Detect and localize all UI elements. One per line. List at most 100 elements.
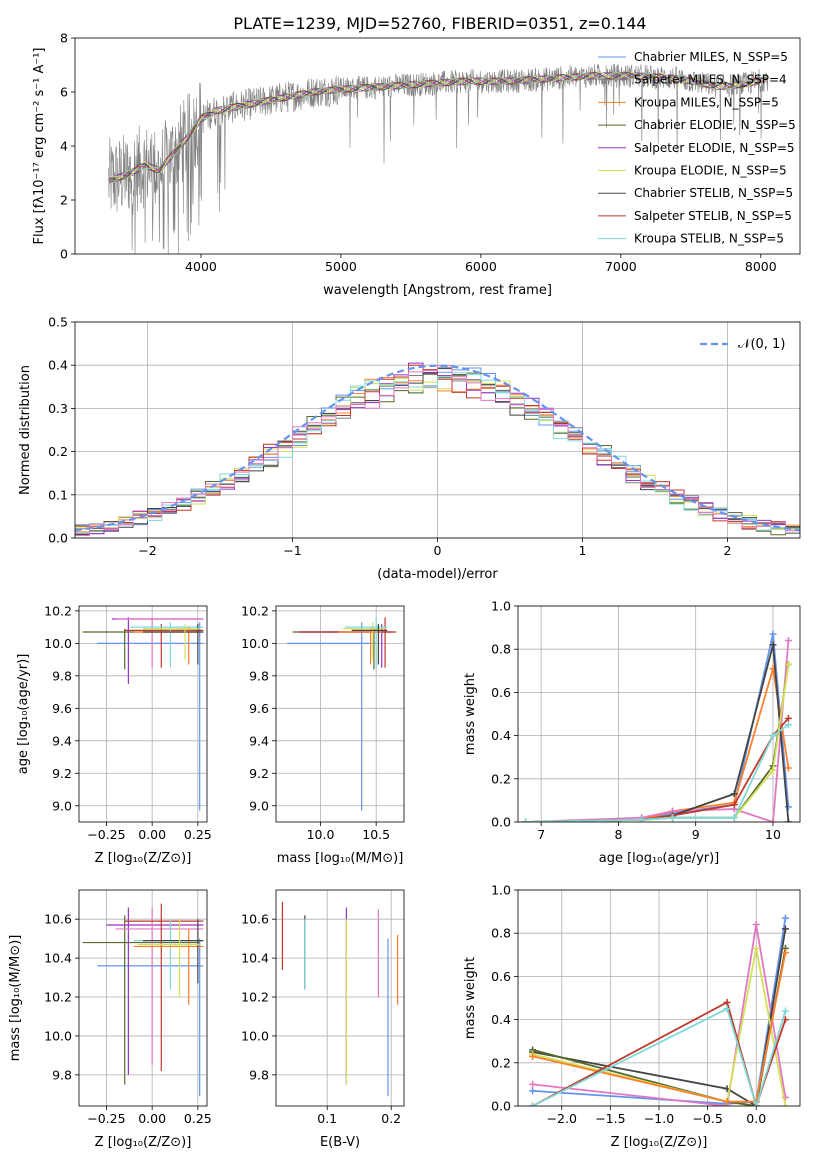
x-tick-label: 5000: [325, 259, 357, 274]
mass-weight-line: [532, 1000, 787, 1106]
mass-weight-marker: [529, 1080, 537, 1088]
error-bar-point: [292, 628, 390, 670]
mass-weight-marker: [638, 816, 646, 822]
error-bar-point: [287, 622, 377, 811]
legend-label: 𝒩(0, 1): [738, 337, 785, 352]
mass-weight-marker: [752, 921, 760, 929]
x-axis-label: mass [log₁₀(M/M⊙)]: [277, 851, 404, 866]
x-tick-label: 0.1: [317, 1111, 337, 1126]
y-tick-label: 10.4: [241, 951, 269, 966]
y-tick-label: 9.2: [249, 766, 269, 781]
x-tick-label: −2: [138, 543, 156, 558]
error-bar-point: [106, 907, 204, 1075]
x-tick-label: 10: [765, 827, 781, 842]
axes-frame: [275, 605, 405, 823]
legend-label: Salpeter ELODIE, N_SSP=5: [634, 141, 795, 155]
y-tick-label: 10.2: [44, 990, 72, 1005]
model-spectrum-line: [108, 72, 768, 182]
y-tick-label: 9.8: [249, 1067, 269, 1082]
mass_vs_Z-panel: −0.25 0.00 0.25 9.8 10.0 10.2 10.4 10.6 Z [log₁₀…: [8, 889, 212, 1150]
error-bar-point: [143, 919, 204, 984]
residual-histogram: [75, 365, 800, 536]
error-bar-point: [82, 915, 200, 1085]
error-bar-point: [143, 623, 200, 660]
mass-weight-marker: [784, 637, 792, 645]
y-axis-label: Flux [fλ10⁻¹⁷ erg cm⁻² s⁻¹ A⁻¹]: [32, 48, 47, 245]
error-bar-point: [133, 627, 204, 665]
legend-label: Kroupa ELODIE, N_SSP=5: [634, 164, 787, 178]
x-tick-label: 10.5: [362, 827, 390, 842]
y-tick-label: 0.2: [48, 444, 68, 459]
y-tick-label: 0: [60, 247, 68, 262]
mass_weight_vs_Z-plot: [529, 914, 789, 1106]
y-tick-label: 2: [60, 193, 68, 208]
y-tick-label: 9.4: [52, 733, 72, 748]
x-axis-label: Z [log₁₀(Z/Z⊙)]: [95, 851, 192, 866]
mass-weight-marker: [723, 1098, 731, 1106]
mass-weight-marker: [781, 1102, 789, 1106]
mass-weight-line: [532, 952, 787, 1103]
x-tick-label: −0.25: [87, 1111, 125, 1126]
x-tick-label: 10.0: [307, 827, 335, 842]
x-tick-label: −2.0: [547, 1111, 577, 1126]
y-tick-label: 9.6: [52, 701, 72, 716]
x-tick-label: 0.00: [138, 1111, 166, 1126]
mass-weight-marker: [769, 641, 777, 649]
mass-weight-marker: [529, 1102, 537, 1106]
mass-weight-marker: [784, 660, 792, 668]
y-tick-label: 1.0: [491, 883, 511, 898]
mass-weight-line: [532, 928, 787, 1106]
y-tick-label: 10.6: [44, 912, 72, 927]
y-tick-label: 0.8: [491, 926, 511, 941]
y-tick-label: 10.6: [241, 912, 269, 927]
x-tick-label: 8000: [745, 259, 777, 274]
x-axis-label: (data-model)/error: [377, 567, 498, 582]
legend-label: Chabrier MILES, N_SSP=5: [634, 50, 788, 64]
y-tick-label: 9.0: [52, 798, 72, 813]
error-bar-point: [133, 928, 204, 1005]
mass_weight_vs_age-panel: 7 8 9 10 0.0 0.2 0.4 0.6 0.8 1.0 age [log₁₀(age/yr…: [463, 599, 801, 866]
age_vs_Z-plot: [82, 617, 204, 811]
legend-label: Salpeter MILES, N_SSP=4: [634, 73, 787, 87]
mass-weight-marker: [784, 764, 792, 772]
y-axis-label: mass weight: [463, 957, 478, 1039]
x-tick-label: −0.5: [692, 1111, 722, 1126]
y-tick-label: 0.0: [491, 1099, 511, 1114]
mass-weight-line: [532, 1007, 787, 1106]
gaussian-curve: [75, 364, 800, 532]
legend-label: Salpeter STELIB, N_SSP=5: [634, 209, 792, 223]
age_vs_Z-panel: −0.25 0.00 0.25 9.0 9.2 9.4 9.6 9.8 10.0 10.2 Z [l…: [16, 603, 212, 866]
y-axis-label: mass weight: [463, 673, 478, 755]
y-tick-label: 1.0: [491, 599, 511, 614]
error-bar-point: [143, 623, 204, 665]
error-bar-point: [115, 617, 204, 668]
mass_weight_vs_age-plot: [522, 630, 792, 822]
y-tick-label: 0.4: [491, 1012, 511, 1027]
x-tick-label: 7: [537, 827, 545, 842]
error-bar-point: [124, 623, 204, 668]
x-axis-label: E(B-V): [320, 1135, 360, 1150]
model-spectrum-line: [108, 72, 768, 185]
mass-weight-marker: [723, 1005, 731, 1013]
mass-weight-marker: [730, 801, 738, 809]
mass-weight-marker: [781, 949, 789, 957]
model-spectrum-line: [108, 72, 768, 179]
x-tick-label: −0.25: [87, 827, 125, 842]
y-tick-label: 10.2: [44, 603, 72, 618]
mass-weight-marker: [784, 803, 792, 811]
y-tick-label: 10.0: [44, 636, 72, 651]
mass-weight-marker: [529, 1087, 537, 1095]
mass-weight-marker: [784, 818, 792, 822]
y-tick-label: 4: [60, 139, 68, 154]
y-tick-label: 10.0: [241, 636, 269, 651]
mass-weight-marker: [784, 721, 792, 729]
mass-weight-marker: [781, 925, 789, 933]
error-bar-point: [130, 622, 204, 668]
y-tick-label: 0.1: [48, 487, 68, 502]
mass_weight_vs_Z-panel: −2.0 −1.5 −1.0 −0.5 0.0 0.0 0.2 0.4 0.6 0.8 1.0 Z […: [463, 883, 801, 1150]
x-tick-label: 0.00: [138, 827, 166, 842]
y-tick-label: 10.0: [44, 1028, 72, 1043]
x-tick-label: 1: [579, 543, 587, 558]
error-bar-point: [133, 919, 204, 990]
mass-weight-marker: [781, 1007, 789, 1015]
